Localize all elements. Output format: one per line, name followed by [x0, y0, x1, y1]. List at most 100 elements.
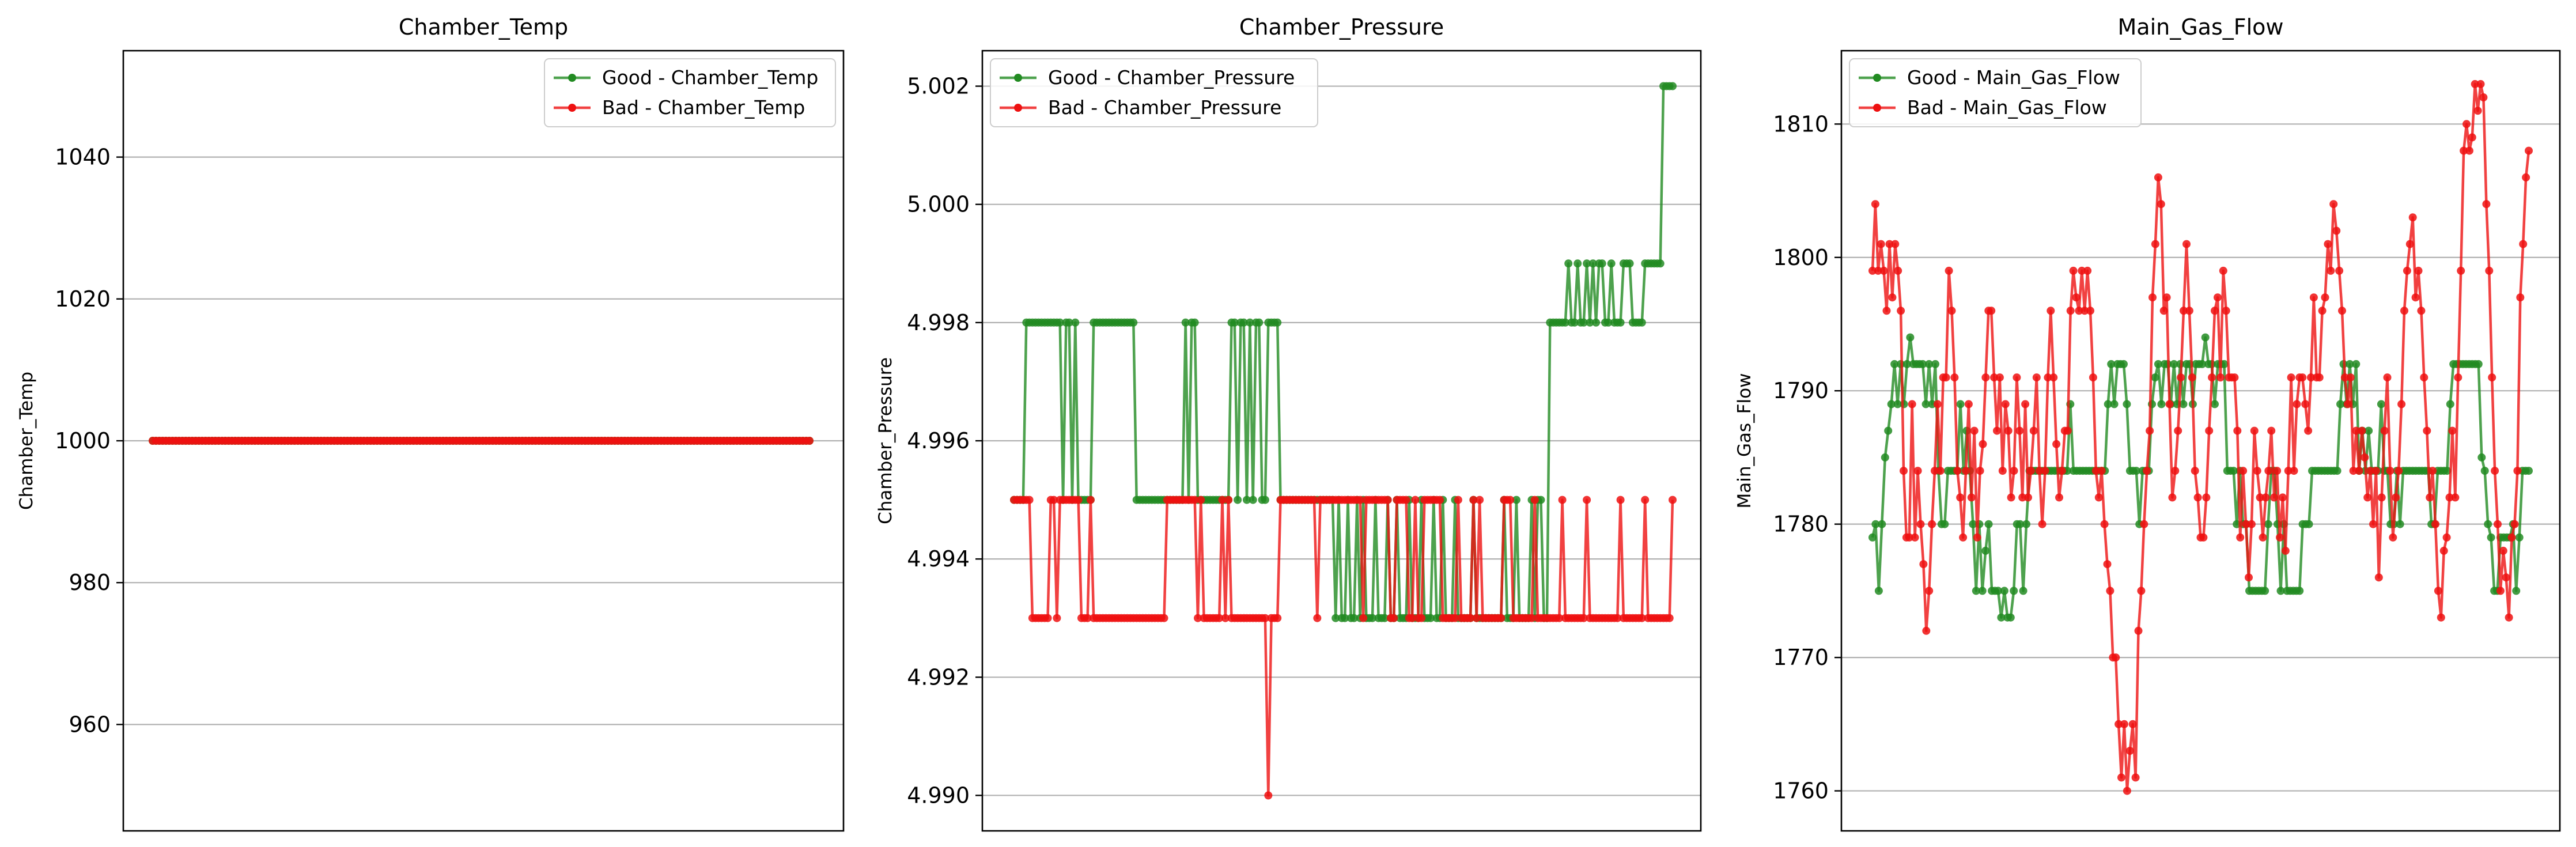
chart-2-data-point: [2032, 373, 2041, 382]
chart-2-data-point: [2165, 400, 2174, 409]
chart-1-data-point: [1181, 318, 1190, 327]
chart-2-data-point: [1973, 533, 1981, 542]
chart-2-data-point: [2414, 266, 2423, 275]
chart-2-data-point: [2371, 467, 2380, 475]
chart-2-data-point: [2143, 467, 2151, 475]
chart-2-data-point: [2146, 426, 2154, 435]
chart-0-legend-label: Bad - Chamber_Temp: [602, 96, 805, 119]
chart-2-data-point: [2137, 587, 2146, 595]
chart-2-data-point: [1994, 587, 2002, 595]
chart-2-data-point: [2239, 467, 2248, 475]
chart-2-data-point: [2476, 80, 2485, 88]
chart-2-data-point: [2358, 426, 2366, 435]
chart-1-data-point: [1588, 259, 1597, 268]
chart-1-ytick-label: 4.992: [907, 664, 970, 690]
chart-2-data-point: [2057, 467, 2066, 475]
chart-2-data-point: [2154, 360, 2162, 368]
chart-2-ylabel: Main_Gas_Flow: [1734, 373, 1755, 509]
chart-2-data-point: [1995, 373, 2004, 382]
chart-2-data-point: [1908, 400, 1916, 409]
chart-2-data-point: [2437, 613, 2445, 622]
chart-2-data-point: [2340, 373, 2349, 382]
chart-1-data-point: [1341, 614, 1349, 622]
chart-2-data-point: [2315, 373, 2324, 382]
chart-0-ytick-label: 1040: [55, 145, 111, 170]
chart-2-data-point: [2446, 400, 2454, 409]
chart-2-data-point: [2044, 373, 2052, 382]
chart-2-data-point: [2157, 200, 2165, 209]
chart-2-data-point: [2120, 360, 2128, 368]
chart-2-data-point: [2426, 493, 2434, 502]
chart-2-data-point: [2026, 467, 2035, 475]
chart-2-data-point: [2264, 467, 2273, 475]
chart-2-data-point: [2281, 546, 2290, 555]
chart-1-data-point: [1086, 496, 1095, 504]
chart-2-data-point: [2307, 373, 2315, 382]
chart-2-data-point: [1919, 560, 1928, 569]
chart-2-data-point: [1942, 373, 1950, 382]
chart-1-data-point: [1273, 614, 1282, 622]
chart-1-data-point: [1530, 496, 1539, 504]
chart-2-data-point: [2374, 573, 2383, 582]
chart-1-data-point: [1598, 259, 1606, 268]
chart-2-data-point: [2395, 467, 2403, 475]
chart-1-series-good-chamber-pressure: [1010, 82, 1677, 622]
chart-2-data-point: [2403, 266, 2411, 275]
chart-2-data-point: [2290, 467, 2298, 475]
chart-1-ytick-label: 4.994: [907, 546, 970, 572]
chart-2-data-point: [1969, 520, 1977, 528]
chart-2-data-point: [2352, 360, 2361, 368]
chart-1-data-point: [1427, 614, 1435, 622]
chart-2-data-point: [2216, 373, 2225, 382]
chart-2-data-point: [2505, 613, 2513, 622]
chart-2-data-point: [2284, 467, 2293, 475]
chart-2-data-point: [1947, 307, 1956, 315]
chart-2-data-point: [2405, 240, 2414, 248]
chart-2-data-point: [2396, 520, 2404, 528]
chart-1-data-point: [1616, 318, 1625, 327]
chart-2-data-point: [1919, 360, 1927, 368]
chart-1-title: Chamber_Pressure: [1239, 14, 1444, 40]
chart-1-data-point: [1616, 496, 1625, 504]
chart-2-data-point: [1979, 440, 1987, 448]
chart-1-ytick-label: 5.000: [907, 192, 970, 217]
chart-0-ytick-label: 980: [69, 570, 111, 595]
chart-2-data-point: [2420, 373, 2429, 382]
chart-1-data-point: [1053, 614, 1061, 622]
chart-2-data-point: [2507, 533, 2516, 542]
chart-1-data-point: [1472, 614, 1481, 622]
chart-2-data-point: [1884, 426, 1893, 435]
chart-2-data-point: [2055, 493, 2063, 502]
chart-1-data-point: [1065, 318, 1073, 327]
chart-2-ytick-label: 1790: [1773, 378, 1829, 403]
chart-1-legend-swatch-marker: [1014, 104, 1022, 112]
chart-2-ytick-label: 1810: [1773, 111, 1829, 137]
chart-2-data-point: [2083, 266, 2092, 275]
chart-2-data-point: [1972, 587, 1980, 595]
chart-2-data-point: [2004, 426, 2013, 435]
chart-1-data-point: [1637, 318, 1646, 327]
chart-2-data-point: [2097, 467, 2106, 475]
chart-2-data-point: [2276, 533, 2284, 542]
chart-2-data-point: [1967, 493, 1976, 502]
chart-2-data-point: [1997, 613, 2006, 622]
chart-2-legend-box: [1849, 58, 2142, 127]
chart-2-data-point: [2468, 133, 2476, 142]
chart-2-data-point: [2024, 493, 2032, 502]
chart-1-legend-label: Bad - Chamber_Pressure: [1048, 96, 1281, 119]
chart-2-data-point: [2261, 493, 2270, 502]
chart-2-data-point: [2134, 626, 2143, 635]
chart-2-data-point: [2177, 373, 2185, 382]
chart-1-data-point: [1234, 496, 1242, 504]
chart-1-data-point: [1246, 318, 1254, 327]
chart-2-data-point: [2104, 400, 2112, 409]
chart-2-data-point: [2041, 467, 2049, 475]
chart-1-series-line: [1014, 85, 1673, 619]
chart-2-data-point: [1931, 360, 1939, 368]
chart-1-data-point: [1656, 259, 1665, 268]
chart-1-data-point: [1215, 614, 1224, 622]
chart-1-data-point: [1083, 614, 1092, 622]
chart-1-ytick-label: 4.990: [907, 782, 970, 808]
chart-1-data-point: [1359, 614, 1368, 622]
